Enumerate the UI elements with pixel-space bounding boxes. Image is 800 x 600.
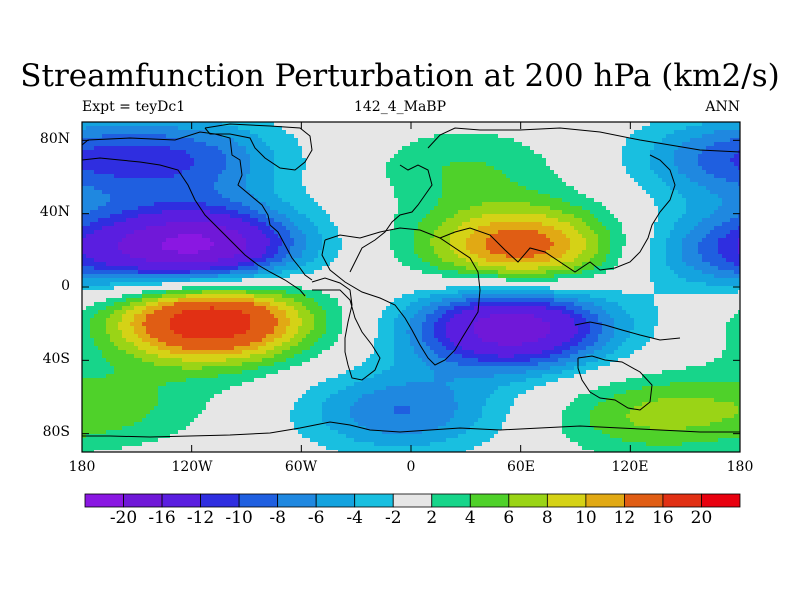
colorbar [84,493,741,508]
colorbar-swatch [624,493,664,508]
season-label: ANN [705,99,740,115]
colorbar-label: -16 [148,508,176,528]
colorbar-label: 16 [652,508,674,528]
coastline-europe [349,164,433,273]
coastline-africa [321,227,481,366]
y-tick-80n: 80N [39,131,70,147]
coastline-asia-south [439,154,676,273]
time-period-label: 142_4_MaBP [353,99,447,115]
colorbar-swatch [200,493,240,508]
colorbar-label: 8 [541,508,553,528]
colorbar-label: 12 [613,508,636,528]
colorbar-swatch [123,493,163,508]
coastline-north-america-west [82,157,306,297]
coastline-north-america [82,131,313,281]
colorbar-swatch [161,493,201,508]
x-tick-180w: 180 [68,459,96,475]
colorbar-swatch [469,493,510,508]
colorbar-swatch [508,493,548,508]
colorbar-label: -6 [307,508,325,528]
colorbar-swatch [277,493,317,508]
colorbar-label: 2 [426,508,438,528]
x-tick-0: 0 [406,459,416,475]
colorbar-swatch [431,493,471,508]
x-tick-180e: 180 [726,459,754,475]
colorbar-swatch [585,493,625,508]
colorbar-swatch [546,493,587,508]
coastline-greenland [204,123,313,171]
coastlines [82,123,740,438]
x-tick-60w: 60W [284,459,318,475]
colorbar-swatch [701,493,741,508]
chart-title: Streamfunction Perturbation at 200 hPa (… [20,58,780,94]
y-tick-40n: 40N [39,204,70,220]
colorbar-label: -10 [225,508,253,528]
contour-field [82,122,740,452]
colorbar-swatch [238,493,279,508]
x-tick-120e: 120E [611,459,649,475]
colorbar-swatch [662,493,702,508]
colorbar-swatch [392,493,433,508]
colorbar-label: 10 [575,508,597,528]
colorbar-label: 4 [464,508,476,528]
axis-ticks [81,122,741,452]
x-tick-60e: 60E [506,459,536,475]
colorbar-swatch [315,493,356,508]
coastline-asia [427,127,740,153]
colorbar-label: -4 [346,508,363,528]
colorbar-swatch [354,493,394,508]
colorbar-swatch [84,493,124,508]
y-tick-80s: 80S [42,424,70,440]
experiment-label: Expt = teyDc1 [82,99,186,115]
coastline-australia [577,355,653,411]
colorbar-label: 6 [503,508,515,528]
y-tick-0: 0 [61,278,70,294]
y-tick-40s: 40S [42,351,70,367]
colorbar-label: 20 [690,508,713,528]
colorbar-label: -20 [109,508,138,528]
colorbar-label: -2 [384,508,402,528]
colorbar-label: -12 [186,508,215,528]
x-tick-120w: 120W [171,459,213,475]
coastline-antarctica [82,421,740,438]
colorbar-label: -8 [269,508,286,528]
coastline-indonesia [574,321,681,341]
coastline-south-america [311,277,381,381]
